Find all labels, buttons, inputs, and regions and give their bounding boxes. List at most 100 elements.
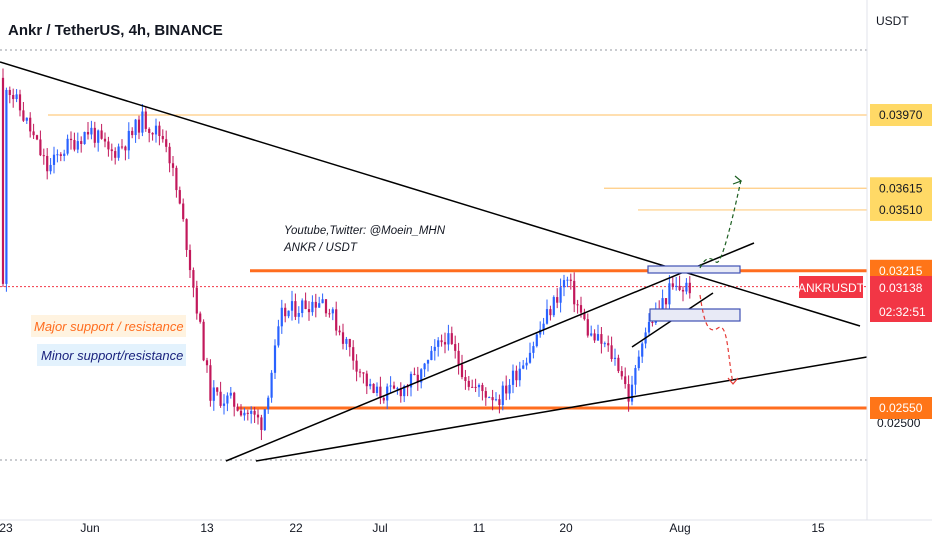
bearish-projection	[699, 294, 734, 384]
time-tick-label: 13	[200, 521, 214, 535]
candle-body	[15, 94, 18, 100]
candle-body	[617, 357, 620, 372]
candle-body	[202, 321, 205, 361]
legend-major-bg	[31, 315, 186, 337]
candle-body	[49, 164, 52, 172]
price-label-bg	[870, 198, 932, 221]
candle-body	[311, 301, 314, 313]
candle-body	[117, 146, 120, 158]
candle-body	[280, 307, 283, 327]
candle-body	[641, 343, 644, 357]
candle-body	[134, 119, 137, 136]
candle-body	[576, 304, 579, 306]
candle-body	[83, 131, 86, 144]
author-note-line2: ANKR / USDT	[283, 242, 358, 254]
countdown-value: 02:32:51	[879, 305, 926, 319]
candle-body	[103, 138, 107, 142]
candle-body	[664, 298, 668, 305]
time-axis: 23 Jun 13 22 Jul 11 20 Aug 15	[0, 521, 825, 535]
candle-body	[97, 130, 100, 143]
chart-title: Ankr / TetherUS, 4h, BINANCE	[8, 22, 223, 39]
candle-body	[630, 384, 634, 402]
candle-body	[634, 368, 637, 385]
candle-body	[549, 309, 552, 316]
candle-body	[532, 346, 535, 353]
bullish-arrowhead	[732, 175, 743, 185]
candle-body	[661, 298, 664, 310]
candle-body	[69, 138, 73, 141]
candle-body	[124, 146, 127, 151]
candle-body	[358, 371, 362, 373]
legend-major: Major support / resistance	[34, 319, 184, 334]
candle-body	[498, 399, 501, 405]
candle-body	[273, 345, 277, 373]
candle-body	[239, 410, 243, 416]
candle-body	[583, 312, 586, 320]
candle-body	[607, 343, 610, 346]
candle-body	[328, 313, 331, 315]
candle-body	[222, 403, 226, 406]
candle-body	[515, 370, 518, 381]
candle-body	[488, 397, 491, 399]
currency-label: USDT	[876, 14, 909, 28]
candle-body	[90, 127, 93, 135]
candle-body	[525, 362, 528, 366]
candle-body	[484, 391, 487, 398]
candle-body	[372, 383, 375, 393]
candle-body	[341, 332, 345, 344]
bullish-projection	[699, 179, 742, 269]
candle-body	[389, 385, 392, 387]
candle-body	[386, 386, 389, 401]
candle-body	[433, 346, 436, 351]
candle-body	[586, 319, 589, 336]
candle-body	[355, 360, 358, 372]
candle-body	[399, 388, 402, 397]
candle-body	[100, 130, 103, 139]
candle-body	[80, 141, 83, 144]
candle-body	[474, 386, 477, 388]
candle-body	[593, 333, 596, 341]
candle-body	[416, 374, 419, 383]
candle-body	[182, 203, 185, 220]
price-label-bg	[870, 397, 932, 419]
candle-body	[73, 140, 76, 150]
candle-body	[454, 344, 457, 351]
candle-body	[63, 153, 66, 156]
candle-body	[5, 89, 8, 284]
candle-body	[8, 89, 11, 95]
candle-body	[450, 333, 453, 345]
time-tick-label: Jul	[372, 521, 387, 535]
candle-body	[610, 345, 613, 360]
support-box	[649, 308, 741, 322]
candle-body	[233, 392, 236, 407]
trend-drawings	[0, 61, 868, 462]
time-tick-label: 23	[0, 521, 13, 535]
candle-body	[508, 384, 511, 394]
candle-body	[668, 283, 671, 305]
candle-body	[528, 352, 532, 363]
price-label: 0.03215	[879, 264, 923, 278]
candle-body	[477, 384, 481, 388]
candle-body	[688, 282, 691, 294]
candle-body	[457, 350, 460, 365]
candle-body	[236, 406, 239, 411]
time-tick-label: Aug	[669, 521, 690, 535]
candle-body	[120, 146, 124, 148]
candle-body	[127, 130, 130, 151]
candle-body	[375, 386, 379, 393]
candle-body	[501, 385, 504, 405]
candle-body	[566, 279, 569, 281]
candle-body	[12, 94, 15, 100]
price-labels: 0.03970 0.03615 0.03510 0.03215 0.02550	[870, 104, 932, 419]
candle-body	[148, 128, 151, 133]
candle-body	[110, 149, 113, 152]
candle-body	[522, 365, 525, 369]
candle-body	[246, 412, 249, 414]
candle-body	[651, 321, 654, 323]
candle-body	[294, 301, 297, 317]
candle-body	[362, 372, 365, 374]
candle-body	[460, 364, 464, 378]
candle-body	[171, 163, 175, 168]
